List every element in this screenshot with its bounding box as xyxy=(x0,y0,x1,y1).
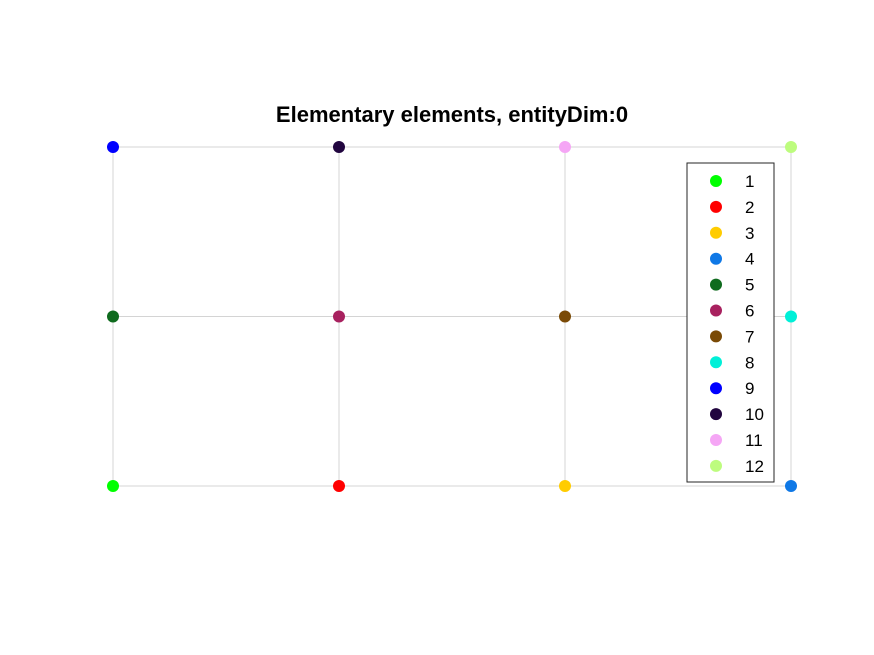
legend-label-8: 8 xyxy=(745,353,754,372)
legend-marker-12 xyxy=(710,459,722,472)
legend-box xyxy=(686,162,775,483)
legend-label-11: 11 xyxy=(745,431,763,450)
legend-label-4: 4 xyxy=(745,250,754,269)
legend-item-8: 8 xyxy=(710,353,754,372)
data-point-11 xyxy=(559,141,571,153)
data-point-9 xyxy=(107,141,119,153)
data-point-5 xyxy=(107,310,119,323)
legend-item-7: 7 xyxy=(710,327,754,346)
legend-label-9: 9 xyxy=(745,379,754,398)
legend-label-3: 3 xyxy=(745,224,754,243)
legend-label-2: 2 xyxy=(745,198,754,217)
data-point-12 xyxy=(785,141,797,153)
data-point-1 xyxy=(107,480,119,492)
data-point-4 xyxy=(785,480,797,492)
legend-label-7: 7 xyxy=(745,327,754,346)
data-point-7 xyxy=(559,310,571,323)
legend-marker-11 xyxy=(710,434,722,446)
data-points xyxy=(107,141,797,492)
legend-marker-7 xyxy=(710,330,722,343)
legend-marker-2 xyxy=(710,200,722,213)
legend-item-6: 6 xyxy=(710,302,754,321)
legend-label-6: 6 xyxy=(745,302,754,321)
data-point-3 xyxy=(559,480,571,492)
legend-marker-6 xyxy=(710,304,722,317)
legend-label-5: 5 xyxy=(745,276,754,295)
legend-label-12: 12 xyxy=(745,457,764,476)
legend-item-5: 5 xyxy=(710,276,754,295)
legend-item-2: 2 xyxy=(710,198,754,217)
legend-marker-10 xyxy=(710,408,722,421)
legend-marker-9 xyxy=(710,382,722,395)
legend-label-1: 1 xyxy=(745,172,754,191)
data-point-6 xyxy=(333,310,345,323)
legend-marker-4 xyxy=(710,252,722,265)
data-point-8 xyxy=(785,310,797,323)
data-point-2 xyxy=(333,480,345,492)
legend-item-11: 11 xyxy=(710,431,763,450)
legend-item-12: 12 xyxy=(710,457,764,476)
legend-item-10: 10 xyxy=(710,405,764,424)
legend-item-1: 1 xyxy=(710,172,754,191)
legend-label-10: 10 xyxy=(745,405,764,424)
chart-title: Elementary elements, entityDim:0 xyxy=(276,102,628,127)
data-point-10 xyxy=(333,141,345,153)
legend-item-9: 9 xyxy=(710,379,754,398)
legend-marker-8 xyxy=(710,356,722,369)
legend-marker-1 xyxy=(710,175,722,187)
legend-item-4: 4 xyxy=(710,250,754,269)
legend-marker-3 xyxy=(710,226,722,239)
legend-marker-5 xyxy=(710,278,722,291)
legend-item-3: 3 xyxy=(710,224,754,243)
